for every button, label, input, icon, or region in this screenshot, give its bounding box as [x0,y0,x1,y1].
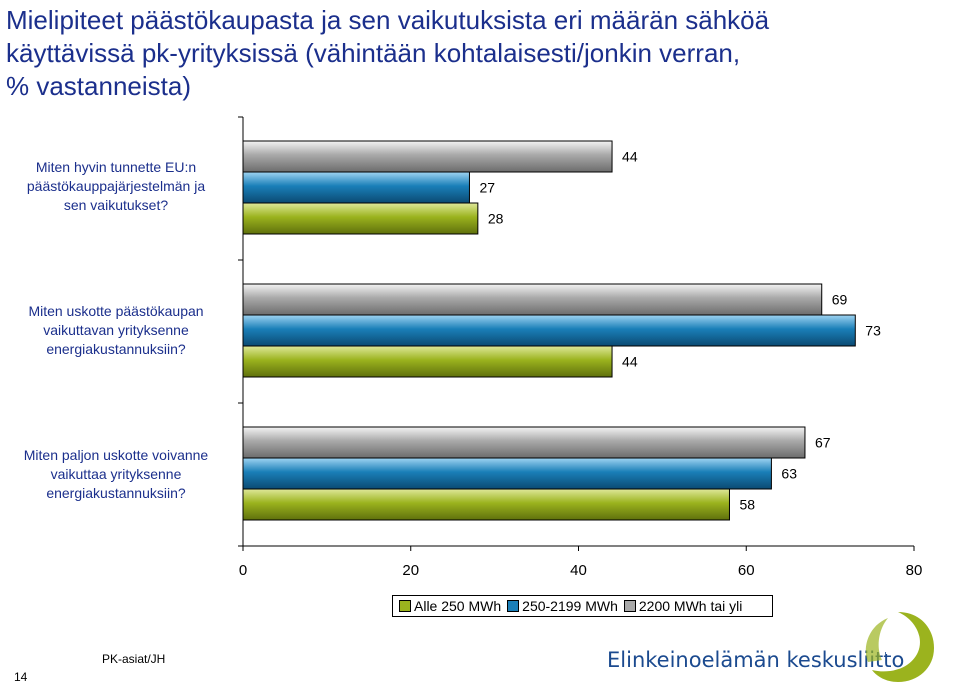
category-label-1-line-2: päästökauppajärjestelmän ja [26,178,206,194]
legend-label-alle-250: Alle 250 MWh [414,598,502,614]
category-label-2-line-2: vaikuttavan yrityksenne [43,322,189,338]
bar-3-series-3 [242,426,806,459]
legend-label-250-2199: 250-2199 MWh [522,598,618,614]
category-label-3-line-2: vaikuttaa yrityksenne [50,466,182,482]
data-label-3-series-2: 63 [781,466,797,482]
category-label-1: Miten hyvin tunnette EU:n päästökauppajä… [0,158,232,215]
legend-item-2200-plus: 2200 MWh tai yli [623,598,743,614]
bar-2-series-2 [242,314,856,347]
legend-swatch-alle-250 [399,600,411,612]
x-axis-tick-label: 40 [570,562,587,579]
bar-2-series-1 [242,345,613,378]
data-label-1-series-3: 44 [622,149,638,165]
category-label-1-line-3: sen vaikutukset? [63,197,169,213]
bar-3-series-2 [242,457,772,490]
chart-legend: Alle 250 MWh 250-2199 MWh 2200 MWh tai y… [392,595,773,617]
bar-1-series-2 [242,171,470,204]
data-label-3-series-3: 67 [815,435,831,451]
x-axis-tick-label: 60 [738,562,755,579]
category-label-2-line-3: energiakustannuksiin? [46,341,186,357]
legend-item-250-2199: 250-2199 MWh [507,598,618,614]
category-label-3: Miten paljon uskotte voivanne vaikuttaa … [0,446,232,503]
x-axis-tick-label: 80 [906,562,923,579]
legend-label-2200-plus: 2200 MWh tai yli [638,598,743,614]
legend-item-alle-250: Alle 250 MWh [399,598,501,614]
data-label-3-series-1: 58 [739,497,755,513]
data-label-1-series-2: 27 [479,180,495,196]
bar-1-series-1 [242,202,479,235]
chart-title-line-2: käyttävissä pk-yrityksissä (vähintään ko… [6,38,741,68]
ek-logo-text: EK [884,635,917,660]
category-label-3-line-1: Miten paljon uskotte voivanne [23,447,209,463]
data-label-2-series-3: 69 [832,292,848,308]
data-label-2-series-1: 44 [622,354,638,370]
organization-name: Elinkeinoelämän keskusliitto [607,648,905,672]
bar-2-series-3 [242,283,823,316]
category-label-3-line-3: energiakustannuksiin? [46,485,186,501]
ek-logo-icon: EK [865,612,934,682]
bar-1-series-3 [242,140,613,173]
chart-title: Mielipiteet päästökaupasta ja sen vaikut… [6,4,956,103]
category-label-2-line-1: Miten uskotte päästökaupan [28,303,204,319]
legend-swatch-250-2199 [507,600,520,612]
data-label-2-series-2: 73 [865,323,881,339]
data-label-1-series-1: 28 [488,211,504,227]
chart-title-line-3: % vastanneista) [6,71,191,101]
bar-chart: 44 27 28 69 73 44 67 63 58 0 20 40 60 80 [238,116,923,579]
legend-swatch-2200-plus [623,600,636,612]
x-axis-tick-label: 0 [239,562,247,579]
page-number: 14 [14,670,28,684]
source-label: PK-asiat/JH [102,652,166,666]
bar-3-series-1 [242,488,730,521]
chart-title-line-1: Mielipiteet päästökaupasta ja sen vaikut… [6,5,770,35]
x-axis-tick-label: 20 [402,562,419,579]
category-label-2: Miten uskotte päästökaupan vaikuttavan y… [0,302,232,359]
category-label-1-line-1: Miten hyvin tunnette EU:n [35,159,197,175]
